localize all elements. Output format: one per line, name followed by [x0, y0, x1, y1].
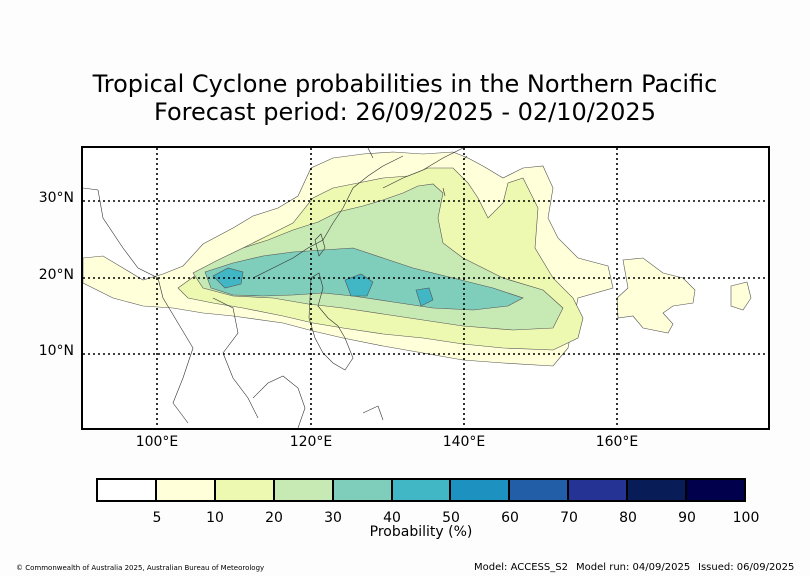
colorbar-tick: 70 [560, 510, 578, 526]
coastline-borneo [252, 375, 384, 428]
colorbar-title: Probability (%) [369, 524, 473, 540]
colorbar-segment [333, 480, 393, 500]
lat-label-10: 10°N [38, 343, 74, 359]
contour-5-east [616, 257, 696, 334]
colorbar [96, 478, 746, 502]
colorbar-segment [274, 480, 334, 500]
issued-date: Issued: 06/09/2025 [698, 562, 795, 573]
lon-label-120: 120°E [289, 434, 333, 450]
colorbar-segment [569, 480, 629, 500]
contour-40-b [344, 273, 374, 297]
title-line-2: Forecast period: 26/09/2025 - 02/10/2025 [154, 98, 656, 126]
lon-label-100: 100°E [135, 434, 179, 450]
chart-title: Tropical Cyclone probabilities in the No… [0, 70, 810, 126]
colorbar-tick: 20 [265, 510, 283, 526]
title-line-1: Tropical Cyclone probabilities in the No… [92, 70, 718, 98]
copyright-notice: © Commonwealth of Australia 2025, Austra… [16, 564, 265, 572]
contour-5-islet [730, 281, 752, 311]
coastline-asia [83, 148, 404, 424]
coastline-philippines [308, 272, 354, 371]
probability-map [81, 146, 770, 430]
colorbar-tick: 100 [732, 510, 760, 526]
colorbar-segment [451, 480, 511, 500]
colorbar-tick: 60 [501, 510, 519, 526]
colorbar-tick: 30 [324, 510, 342, 526]
colorbar-segment [628, 480, 688, 500]
contour-40-c [415, 287, 434, 307]
colorbar-segment [392, 480, 452, 500]
coastline-taiwan [314, 233, 326, 257]
lon-label-160: 160°E [595, 434, 639, 450]
lon-label-140: 140°E [442, 434, 486, 450]
colorbar-tick: 40 [383, 510, 401, 526]
map-canvas [83, 148, 768, 428]
colorbar-segment [510, 480, 570, 500]
colorbar-tick: 80 [619, 510, 637, 526]
model-run-date: Model run: 04/09/2025 [576, 562, 691, 573]
model-name: Model: ACCESS_S2 [474, 562, 568, 573]
colorbar-tick: 5 [152, 510, 162, 526]
colorbar-tick: 90 [678, 510, 696, 526]
lat-label-20: 20°N [38, 267, 74, 283]
colorbar-segment [98, 480, 157, 500]
colorbar-tick: 10 [206, 510, 224, 526]
colorbar-segment [215, 480, 275, 500]
colorbar-segment [156, 480, 216, 500]
colorbar-tick: 50 [442, 510, 460, 526]
lat-label-30: 30°N [38, 190, 74, 206]
gridlines [83, 148, 768, 428]
colorbar-segment [687, 480, 744, 500]
